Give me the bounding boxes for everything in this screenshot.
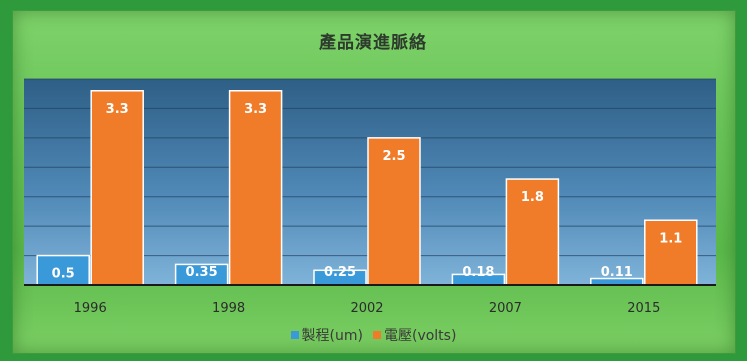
bars: 0.5 3.3 0.35 3.3 0.25 2.5 0.18 1.8 0.11 1.1 — [36, 90, 698, 286]
data-label-voltage-1998: 3.3 — [244, 102, 267, 117]
data-label-process-1998: 0.35 — [186, 265, 218, 280]
x-tick-2002: 2002 — [350, 301, 383, 316]
legend-label-voltage: 電壓(volts) — [383, 328, 457, 344]
data-label-process-2002: 0.25 — [324, 265, 356, 280]
legend-swatch-voltage — [372, 331, 381, 339]
bar-voltage-2007 — [505, 178, 560, 286]
chart-title: 產品演進脈絡 — [319, 33, 427, 53]
data-label-voltage-2007: 1.8 — [521, 190, 544, 205]
data-label-voltage-2002: 2.5 — [382, 149, 405, 164]
legend: 製程(um) 電壓(volts) — [0, 325, 747, 345]
bar-voltage-1998 — [228, 90, 283, 286]
data-label-voltage-2015: 1.1 — [659, 231, 682, 246]
bar-voltage-2002 — [367, 137, 421, 286]
legend-swatch-process — [290, 331, 299, 339]
x-tick-2015: 2015 — [627, 301, 660, 316]
legend-item-voltage: 電壓(volts) — [372, 325, 457, 345]
data-label-voltage-1996: 3.3 — [106, 102, 129, 117]
data-label-process-1996: 0.5 — [52, 267, 75, 282]
data-label-process-2007: 0.18 — [462, 265, 494, 280]
bar-voltage-1996 — [90, 90, 144, 286]
legend-item-process: 製程(um) — [290, 325, 363, 345]
legend-label-process: 製程(um) — [301, 328, 363, 344]
data-label-process-2015: 0.11 — [601, 265, 633, 280]
x-tick-2007: 2007 — [489, 301, 522, 316]
bar-voltage-2015 — [644, 219, 698, 286]
x-axis-ticks: 1996 1998 2002 2007 2015 — [74, 301, 661, 316]
x-tick-1996: 1996 — [74, 301, 107, 316]
x-tick-1998: 1998 — [212, 301, 245, 316]
